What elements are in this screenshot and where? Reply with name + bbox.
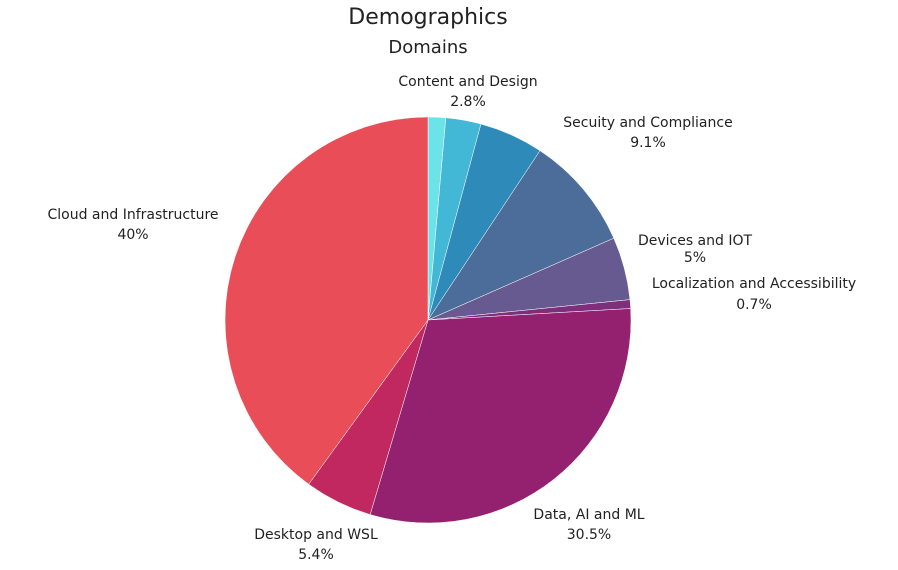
- slice-value-label: 9.1%: [630, 135, 666, 151]
- slice-value-label: 5.4%: [298, 547, 334, 563]
- chart-title: Demographics: [348, 5, 507, 30]
- pie-slice: [224, 116, 429, 485]
- slice-name-label: Cloud and Infrastructure: [47, 207, 218, 223]
- slice-name-label: Secuity and Compliance: [563, 115, 732, 131]
- chart-subtitle: Domains: [388, 37, 467, 58]
- slice-name-label: Desktop and WSL: [254, 527, 378, 543]
- slice-name-label: Devices and IOT: [638, 233, 753, 249]
- slice-name-label: Content and Design: [398, 74, 537, 90]
- pie-slice: [427, 150, 615, 321]
- slice-name-label: Localization and Accessibility: [652, 276, 856, 292]
- pie-slice: [369, 308, 632, 524]
- slice-name-label: Data, AI and ML: [533, 507, 644, 523]
- slice-value-label: 2.8%: [450, 94, 486, 110]
- slice-value-label: 30.5%: [567, 527, 611, 543]
- slice-value-label: 5%: [684, 250, 706, 266]
- slice-value-label: 0.7%: [736, 297, 772, 313]
- slice-value-label: 40%: [117, 227, 148, 243]
